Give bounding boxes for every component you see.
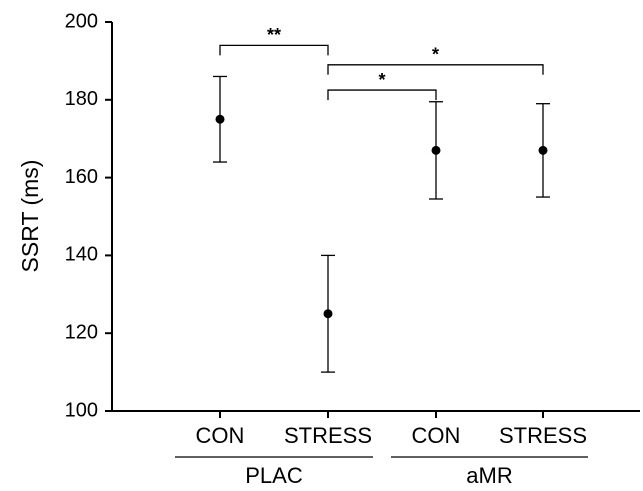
x-tick-label: STRESS <box>499 423 587 448</box>
significance-bracket <box>219 44 329 56</box>
y-tick-label: 140 <box>65 244 98 266</box>
y-tick-label: 160 <box>65 166 98 188</box>
y-tick-label: 120 <box>65 321 98 343</box>
point <box>323 309 333 319</box>
y-tick-label: 200 <box>65 10 98 32</box>
y-tick-label: 100 <box>65 399 98 421</box>
significance-label: * <box>432 45 439 65</box>
group-label: PLAC <box>245 463 303 488</box>
point <box>538 145 548 155</box>
x-tick-label: CON <box>412 423 461 448</box>
x-tick-label: STRESS <box>284 423 372 448</box>
significance-bracket <box>327 64 544 75</box>
significance-label: ** <box>267 25 281 45</box>
point <box>215 114 225 124</box>
point <box>431 145 441 155</box>
group-label: aMR <box>466 463 512 488</box>
significance-label: * <box>378 70 385 90</box>
y-tick-label: 180 <box>65 88 98 110</box>
y-axis-label: SSRT (ms) <box>17 160 43 273</box>
significance-bracket <box>327 89 437 101</box>
x-tick-label: CON <box>196 423 245 448</box>
